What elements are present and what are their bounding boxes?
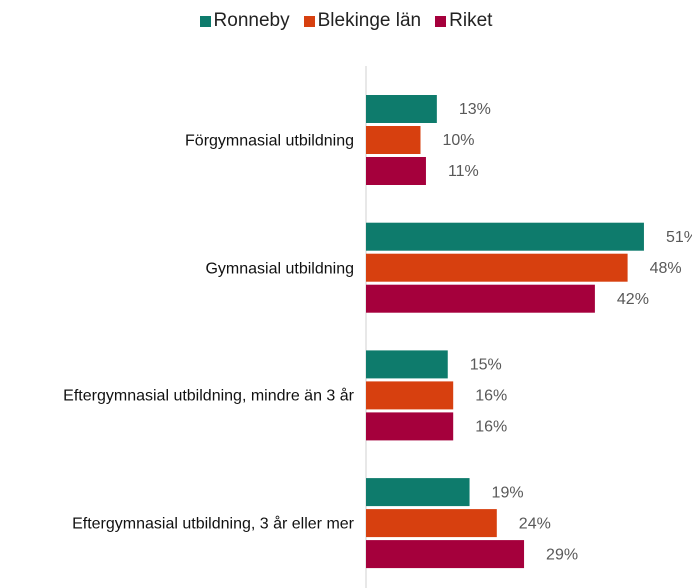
bar [366,381,454,410]
legend-label: Riket [449,10,493,31]
bar [366,540,525,569]
bar [366,253,628,282]
category-label: Eftergymnasial utbildning, mindre än 3 å… [63,387,354,405]
category-label: Förgymnasial utbildning [185,132,354,150]
value-label: 16% [475,419,507,436]
legend-swatch [435,15,447,27]
value-label: 15% [470,357,502,374]
legend-label: Blekinge län [317,10,422,31]
value-label: 19% [492,484,524,501]
legend-swatch [303,15,315,27]
bar [366,284,595,313]
bar [366,95,437,123]
bar [366,478,470,507]
category-label-box: Eftergymnasial utbildning, 3 år eller me… [9,514,354,535]
value-label: 51% [666,229,692,246]
category-label-box: Gymnasial utbildning [9,258,354,279]
legend-item: Ronneby [199,10,290,32]
category-label-box: Eftergymnasial utbildning, mindre än 3 å… [9,386,354,407]
category-label: Gymnasial utbildning [205,260,354,278]
bar [366,509,497,538]
bar [366,157,426,185]
legend-swatch [199,15,211,27]
legend: Ronneby Blekinge län Riket [0,10,692,32]
value-label: 24% [519,515,551,532]
bar [366,412,454,441]
bar [366,222,644,251]
value-label: 48% [650,260,682,277]
value-label: 11% [448,163,479,180]
value-label: 16% [475,388,507,405]
value-label: 13% [459,101,491,118]
bar [366,126,421,154]
bar [366,350,448,379]
value-label: 42% [617,291,649,308]
legend-item: Blekinge län [303,10,422,32]
category-label: Eftergymnasial utbildning, 3 år eller me… [72,515,354,533]
legend-label: Ronneby [213,10,290,31]
category-label-box: Förgymnasial utbildning [9,131,354,152]
value-label: 29% [546,546,578,563]
legend-item: Riket [435,10,492,32]
value-label: 10% [443,132,475,149]
